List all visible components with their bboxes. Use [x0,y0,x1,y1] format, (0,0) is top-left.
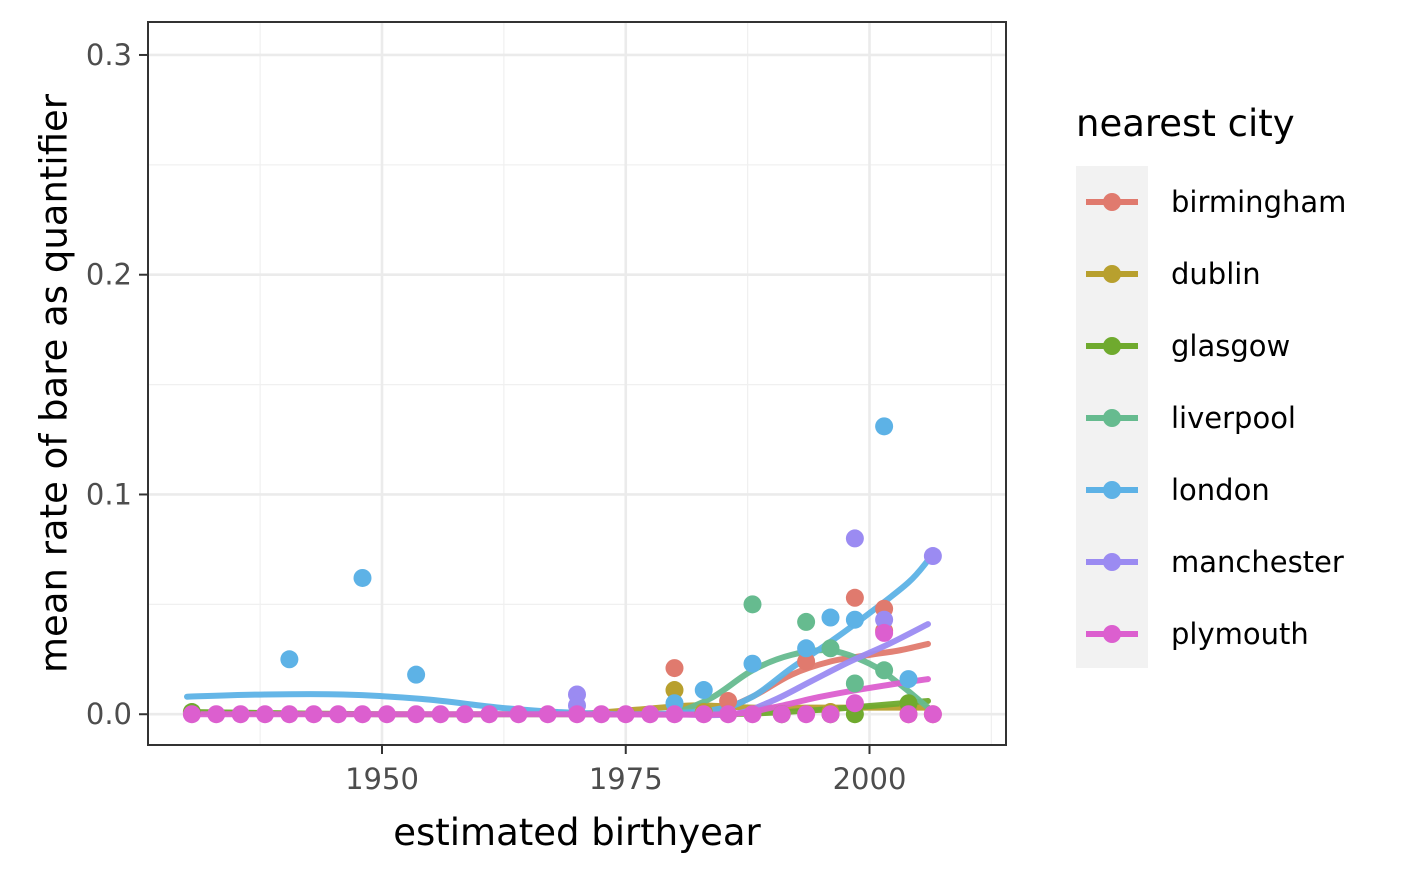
legend-label-dublin: dublin [1171,257,1261,291]
point-london [280,650,299,669]
point-plymouth [845,694,864,713]
x-tick-label: 1950 [345,762,419,796]
data-points [182,417,942,724]
point-plymouth [231,705,250,724]
point-plymouth [280,705,299,724]
point-plymouth [256,705,274,724]
x-tick-label: 2000 [833,762,907,796]
point-london [821,608,840,627]
point-plymouth [641,705,660,724]
legend-key-point-birmingham [1103,193,1121,211]
point-manchester [845,529,864,548]
x-tick-label: 1975 [589,762,663,796]
point-plymouth [377,705,396,724]
y-tick-label: 0.0 [86,697,132,731]
point-plymouth [431,705,450,724]
legend-label-plymouth: plymouth [1171,617,1309,651]
point-plymouth [875,623,894,642]
point-london [899,670,918,689]
point-london [875,417,894,436]
legend-key-point-glasgow [1103,337,1121,355]
legend-label-birmingham: birmingham [1171,185,1346,219]
point-dublin [665,681,684,700]
point-plymouth [568,705,586,724]
point-london [353,568,372,587]
point-liverpool [743,595,762,614]
point-london [797,639,816,658]
point-london [743,654,762,673]
point-plymouth [923,705,942,724]
point-birmingham [845,588,864,607]
legend: nearest city birmingham dublin glasgow live… [1076,102,1346,668]
point-birmingham [719,692,738,711]
y-tick-label: 0.2 [86,258,132,292]
legend-key-point-london [1103,481,1121,499]
point-liverpool [821,639,840,658]
legend-label-manchester: manchester [1171,545,1344,579]
legend-key-point-plymouth [1103,625,1121,643]
axes: 1950 1975 2000 0.0 0.1 0.2 0.3 [86,38,907,796]
point-london [694,681,713,700]
point-london [845,610,864,629]
point-london [407,665,426,684]
point-plymouth [694,705,713,724]
legend-title: nearest city [1076,102,1295,145]
point-plymouth [592,705,611,724]
point-plymouth [329,705,348,724]
y-tick-label: 0.3 [86,38,132,72]
point-plymouth [797,705,816,724]
point-liverpool [875,661,894,680]
legend-key-point-liverpool [1103,409,1121,427]
point-liverpool [797,612,816,631]
smooth-line-london [184,557,931,718]
legend-label-london: london [1171,473,1270,507]
point-plymouth [616,705,635,724]
y-tick-label: 0.1 [86,477,132,511]
point-plymouth [182,705,201,724]
point-plymouth [899,705,918,724]
point-plymouth [665,705,684,724]
point-plymouth [772,705,791,724]
point-birmingham [797,652,816,671]
point-birmingham [665,659,684,678]
point-plymouth [821,705,840,724]
x-axis-title: estimated birthyear [393,811,761,854]
point-manchester [875,610,894,629]
point-plymouth [538,705,557,724]
point-plymouth [353,705,372,724]
point-liverpool [845,674,864,693]
y-axis-title: mean rate of bare as quantifier [33,93,76,673]
legend-label-glasgow: glasgow [1171,329,1290,363]
panel-border [147,21,1007,746]
smooth-lines [184,557,931,719]
point-plymouth [455,705,474,724]
point-plymouth [480,705,499,724]
point-plymouth [509,705,528,724]
point-plymouth [719,705,738,724]
point-plymouth [407,705,426,724]
legend-key-point-dublin [1103,265,1121,283]
point-plymouth [304,705,323,724]
point-plymouth [743,705,762,724]
legend-key-point-manchester [1103,553,1121,571]
point-plymouth [207,705,226,724]
point-manchester [923,547,942,566]
legend-label-liverpool: liverpool [1171,401,1296,435]
